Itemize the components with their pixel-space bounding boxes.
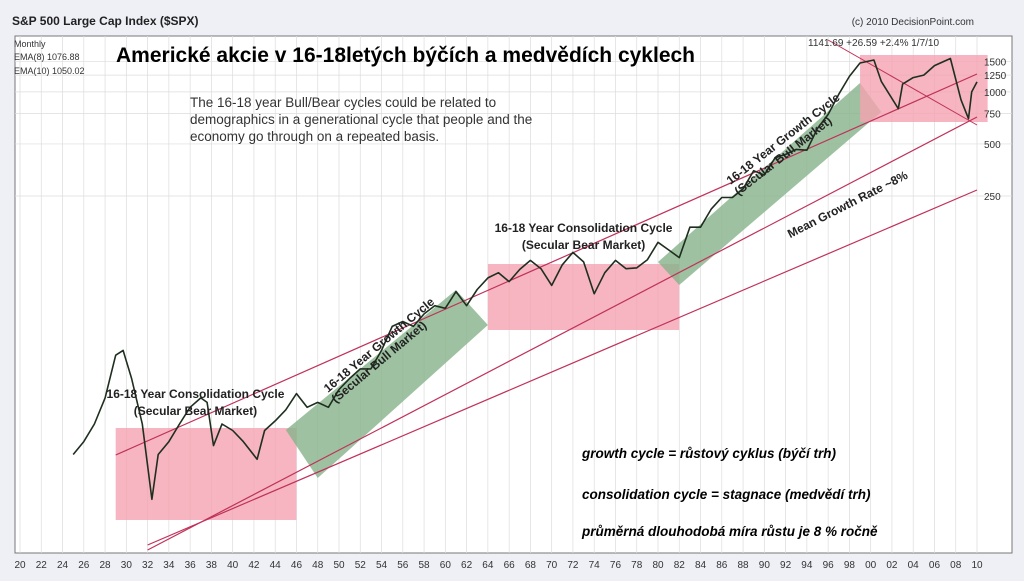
- cycle-zone-5: [860, 55, 988, 122]
- cycle-note: The 16-18 year Bull/Bear cycles could be…: [190, 95, 533, 144]
- x-tick-label: 50: [333, 560, 345, 571]
- x-tick-label: 46: [291, 560, 303, 571]
- upper-trend-line: [115, 73, 978, 456]
- legend-mean-rate: průměrná dlouhodobá míra růstu je 8 % ro…: [582, 524, 878, 539]
- x-tick-label: 92: [780, 560, 792, 571]
- x-tick-label: 80: [652, 560, 664, 571]
- x-tick-label: 04: [908, 560, 920, 571]
- copyright: (c) 2010 DecisionPoint.com: [851, 17, 974, 28]
- index-title: S&P 500 Large Cap Index ($SPX): [12, 14, 199, 28]
- x-tick-label: 00: [865, 560, 877, 571]
- x-tick-label: 78: [631, 560, 643, 571]
- x-tick-label: 96: [823, 560, 835, 571]
- x-tick-label: 40: [227, 560, 239, 571]
- mean-growth-line: [147, 116, 978, 551]
- x-tick-label: 74: [589, 560, 601, 571]
- x-tick-label: 38: [206, 560, 218, 571]
- x-tick-label: 20: [14, 560, 26, 571]
- x-tick-label: 82: [674, 560, 686, 571]
- x-tick-label: 36: [185, 560, 197, 571]
- cycle-zone-3: [487, 264, 680, 330]
- legend-consolidation: consolidation cycle = stagnace (medvědí …: [582, 487, 871, 502]
- x-tick-label: 68: [525, 560, 537, 571]
- x-tick-label: 24: [57, 560, 69, 571]
- x-tick-label: 30: [121, 560, 133, 571]
- cycle-zone-4: [658, 83, 882, 285]
- x-tick-label: 94: [801, 560, 813, 571]
- last-values: 1141.69 +26.59 +2.4% 1/7/10: [808, 38, 940, 49]
- x-tick-label: 60: [440, 560, 452, 571]
- x-tick-label: 42: [248, 560, 260, 571]
- x-tick-label: 32: [142, 560, 154, 571]
- x-tick-label: 06: [929, 560, 941, 571]
- zone-subtitle-3: (Secular Bear Market): [522, 238, 645, 252]
- x-tick-label: 86: [716, 560, 728, 571]
- y-tick-label: 500: [984, 140, 1001, 151]
- x-tick-label: 72: [567, 560, 579, 571]
- x-tick-label: 76: [610, 560, 622, 571]
- x-tick-label: 02: [886, 560, 898, 571]
- x-tick-label: 26: [78, 560, 90, 571]
- x-tick-label: 70: [546, 560, 558, 571]
- x-tick-label: 54: [376, 560, 388, 571]
- zone-title-3: 16-18 Year Consolidation Cycle: [495, 221, 673, 235]
- cycle-zone-2: [285, 290, 488, 478]
- x-tick-label: 98: [844, 560, 856, 571]
- headline: Americké akcie v 16-18letých býčích a me…: [116, 44, 696, 67]
- x-tick-label: 90: [759, 560, 771, 571]
- y-tick-label: 1500: [984, 57, 1007, 68]
- lower-trend-line: [147, 189, 978, 546]
- y-tick-label: 750: [984, 110, 1001, 121]
- zone-subtitle-1: (Secular Bear Market): [134, 404, 257, 418]
- x-tick-label: 62: [461, 560, 473, 571]
- x-tick-label: 10: [971, 560, 983, 571]
- x-tick-label: 28: [100, 560, 112, 571]
- ema8-label: EMA(8) 1076.88: [14, 52, 80, 62]
- x-tick-label: 44: [270, 560, 282, 571]
- price-line: [72, 57, 978, 501]
- x-tick-label: 08: [950, 560, 962, 571]
- y-tick-label: 250: [984, 192, 1001, 203]
- period-label: Monthly: [14, 39, 46, 49]
- x-tick-label: 88: [738, 560, 750, 571]
- x-tick-label: 22: [36, 560, 48, 571]
- x-tick-label: 56: [397, 560, 409, 571]
- legend-growth: growth cycle = růstový cyklus (býčí trh): [582, 446, 836, 461]
- zone-title-1: 16-18 Year Consolidation Cycle: [107, 387, 285, 401]
- x-tick-label: 84: [695, 560, 707, 571]
- y-tick-label: 1250: [984, 71, 1007, 82]
- x-tick-label: 66: [504, 560, 516, 571]
- x-tick-label: 34: [163, 560, 175, 571]
- cycle-zone-1: [115, 428, 297, 520]
- top-channel-line: [827, 39, 978, 126]
- x-tick-label: 64: [482, 560, 494, 571]
- x-tick-label: 48: [312, 560, 324, 571]
- ema10-label: EMA(10) 1050.02: [14, 66, 85, 76]
- y-tick-label: 1000: [984, 88, 1007, 99]
- x-tick-label: 52: [355, 560, 367, 571]
- x-tick-label: 58: [419, 560, 431, 571]
